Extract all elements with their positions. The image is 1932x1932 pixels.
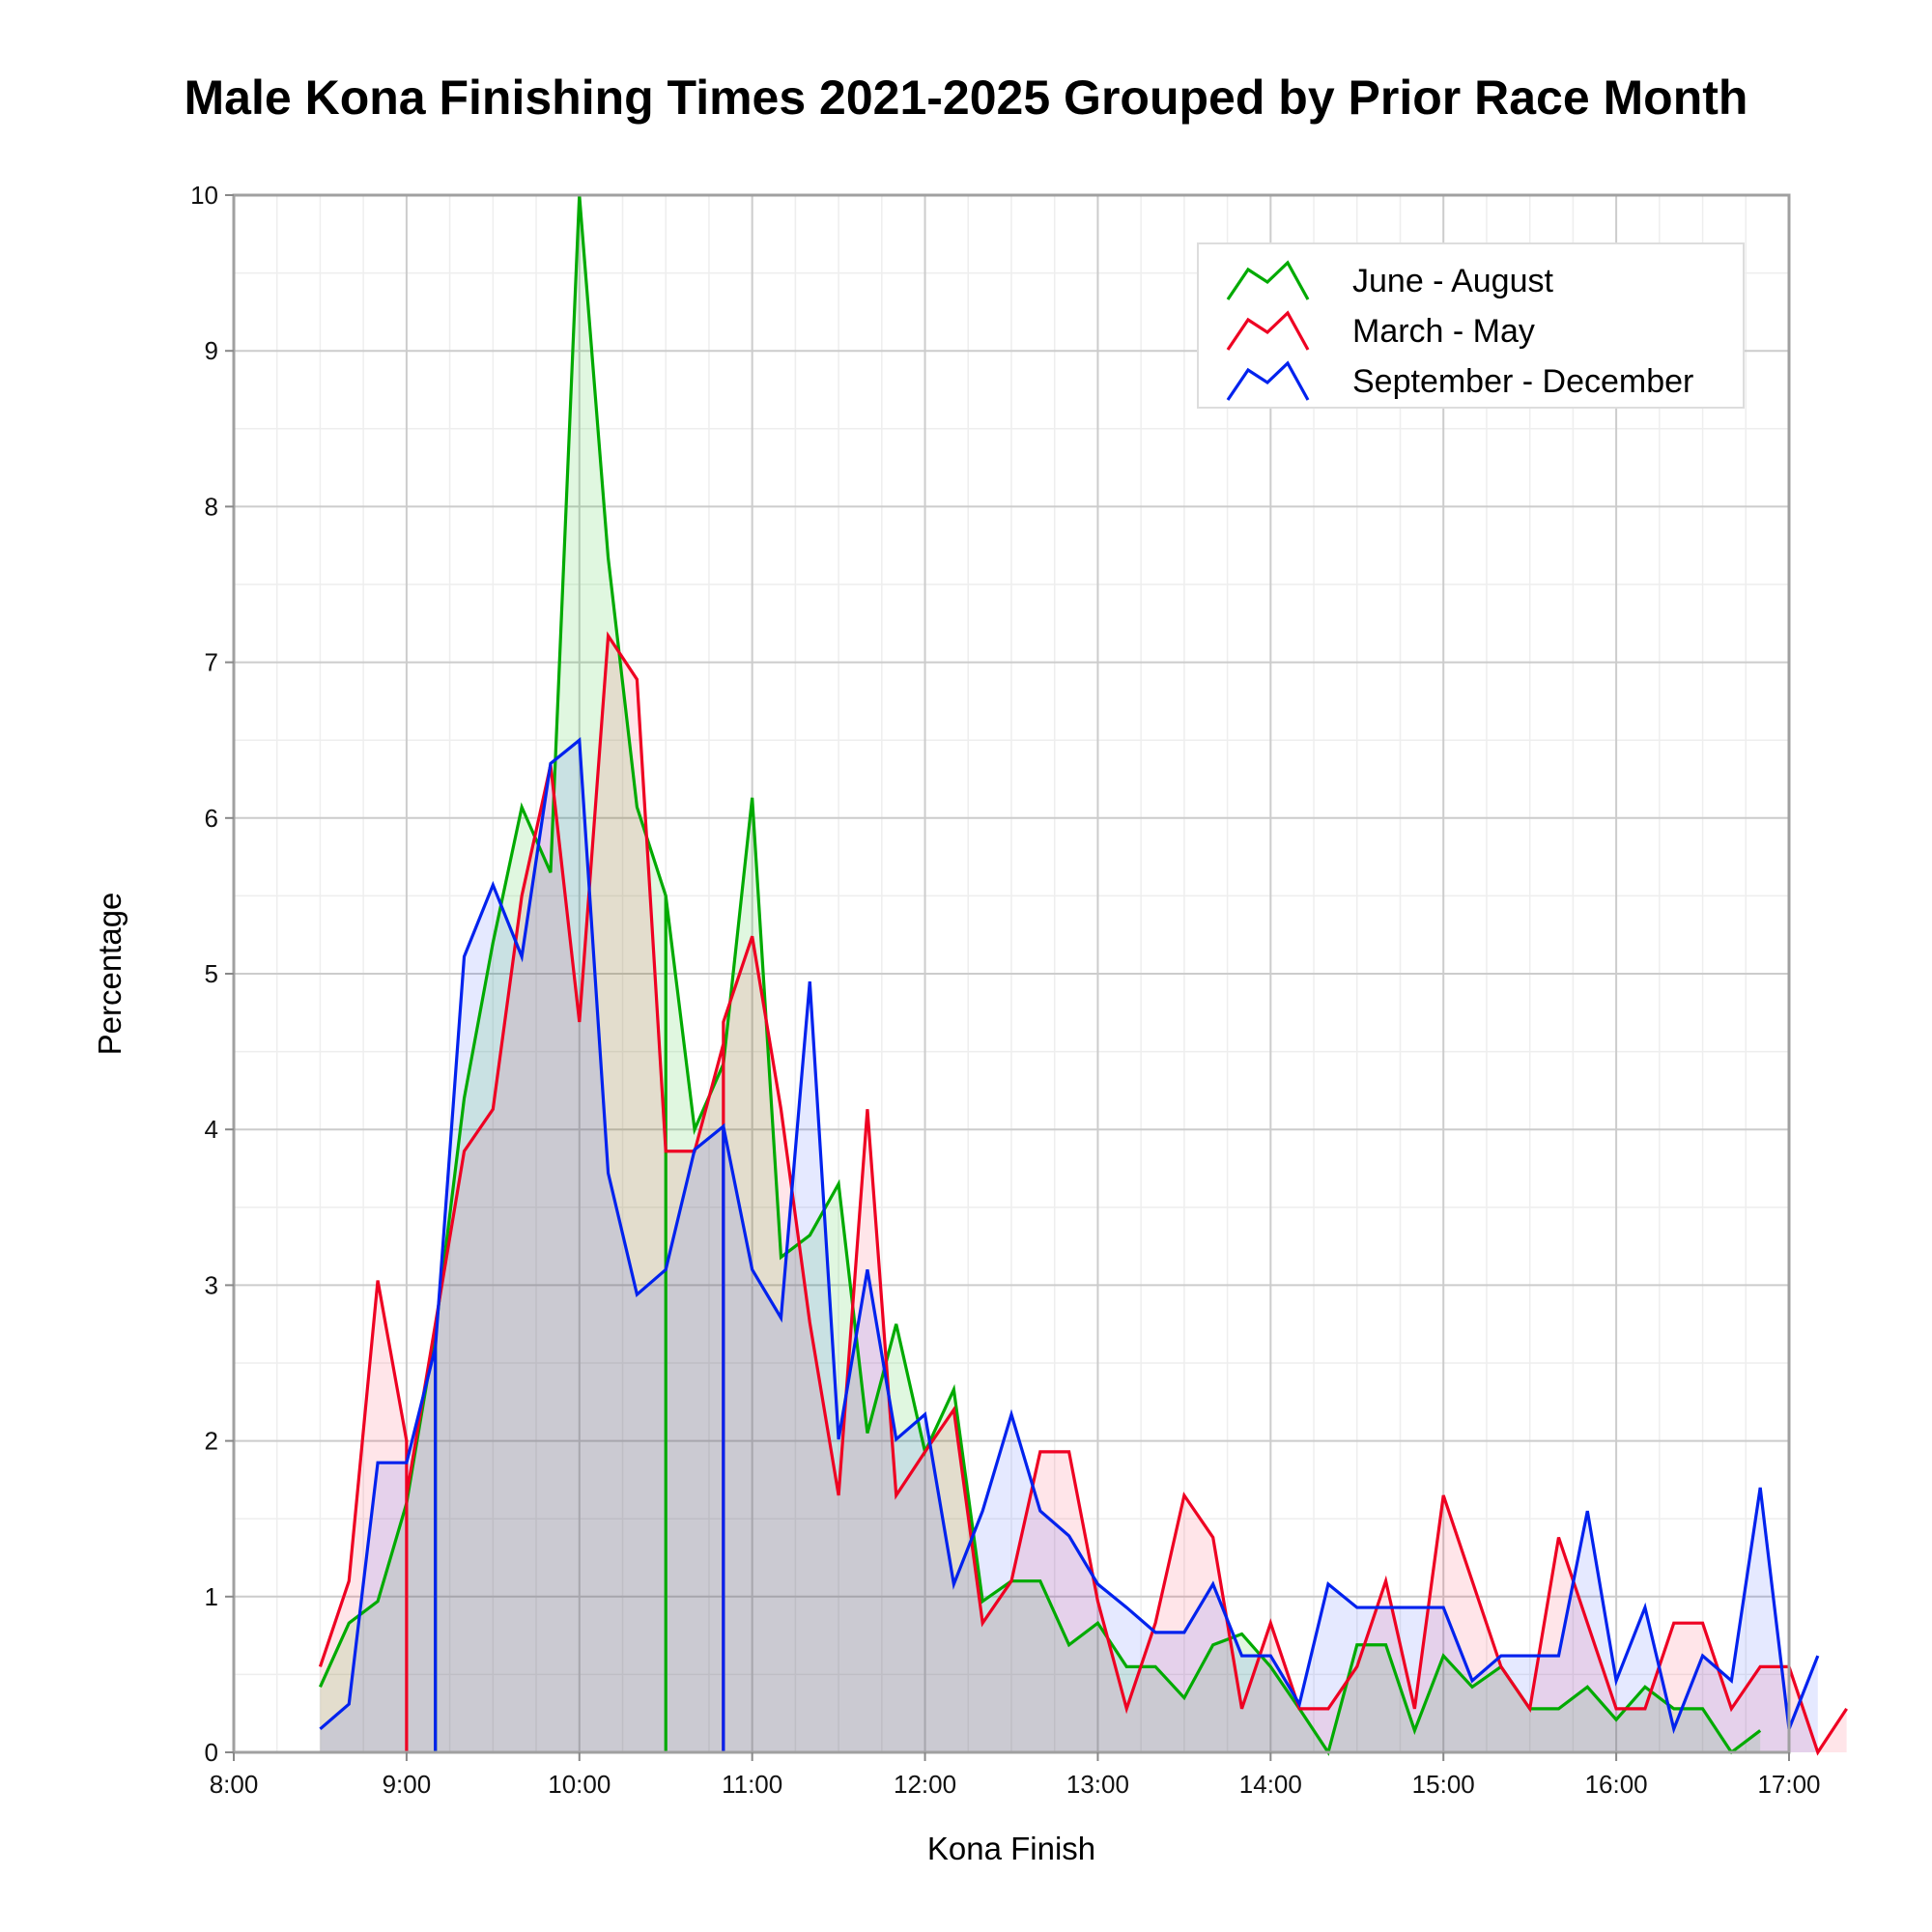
- y-tick-label: 0: [205, 1738, 218, 1767]
- y-tick-label: 6: [205, 804, 218, 833]
- legend-symbol-1: [1226, 260, 1310, 300]
- series-area-1: [320, 195, 1761, 1752]
- y-tick-label: 10: [190, 181, 218, 210]
- legend-label-2: March - May: [1352, 313, 1535, 350]
- x-tick-label: 10:00: [548, 1770, 611, 1799]
- legend-label-3: September - December: [1352, 363, 1693, 400]
- y-tick-label: 7: [205, 648, 218, 677]
- x-tick-label: 14:00: [1239, 1770, 1302, 1799]
- legend-symbol-2: [1226, 310, 1310, 351]
- y-tick-label: 9: [205, 336, 218, 365]
- y-tick-label: 8: [205, 492, 218, 521]
- x-tick-label: 8:00: [210, 1770, 259, 1799]
- x-tick-label: 11:00: [722, 1770, 782, 1799]
- y-tick-label: 3: [205, 1270, 218, 1299]
- legend-label-1: June - August: [1352, 263, 1553, 299]
- chart-title: Male Kona Finishing Times 2021-2025 Grou…: [185, 71, 1748, 125]
- series-areas: [320, 195, 1847, 1753]
- x-tick-label: 17:00: [1757, 1770, 1820, 1799]
- series-area-2: [320, 636, 1847, 1753]
- series-area-3: [320, 740, 1818, 1753]
- y-tick-label: 1: [205, 1582, 218, 1611]
- series-lines: [318, 194, 1848, 1756]
- y-tick-label: 4: [205, 1115, 218, 1144]
- x-tick-label: 15:00: [1412, 1770, 1475, 1799]
- y-tick-label: 5: [205, 959, 218, 988]
- x-tick-label: 16:00: [1585, 1770, 1648, 1799]
- y-axis-label: Percentage: [92, 893, 128, 1056]
- legend-box: [1197, 242, 1745, 409]
- x-tick-label: 12:00: [894, 1770, 956, 1799]
- x-tick-label: 13:00: [1066, 1770, 1129, 1799]
- x-axis-label: Kona Finish: [927, 1831, 1095, 1866]
- y-tick-label: 2: [205, 1427, 218, 1456]
- legend: June - August March - May September - Dece…: [1197, 242, 1745, 409]
- y-axis: 0 1 2 3 4 5 6 7 8 9 10: [190, 181, 234, 1767]
- series-line-3: [319, 737, 1820, 1752]
- plot-area: [232, 193, 1848, 1756]
- legend-symbol-3: [1226, 360, 1310, 401]
- x-axis: 8:00 9:00 10:00 11:00 12:00 13:00 14:00 15:00 16…: [210, 1752, 1821, 1799]
- x-tick-label: 9:00: [383, 1770, 432, 1799]
